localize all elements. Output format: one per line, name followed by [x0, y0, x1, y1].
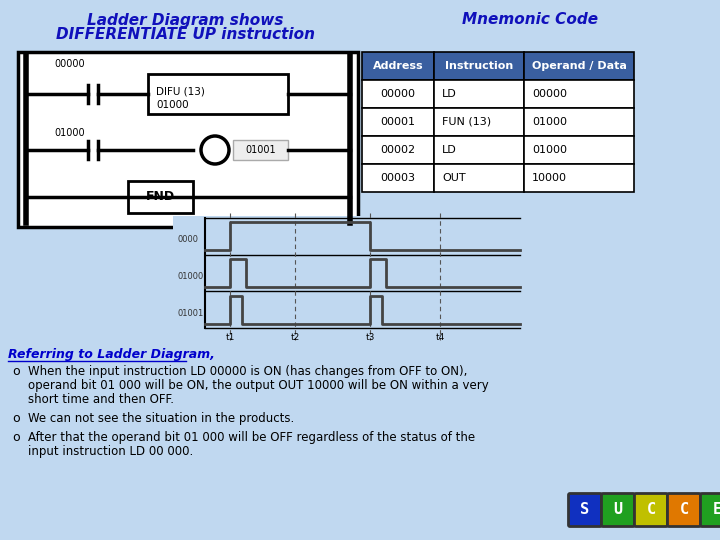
Text: U: U [613, 503, 623, 517]
Text: Ladder Diagram shows: Ladder Diagram shows [86, 13, 283, 28]
Text: 0000: 0000 [177, 235, 198, 245]
Text: 01000: 01000 [156, 100, 189, 110]
FancyBboxPatch shape [434, 80, 524, 108]
FancyBboxPatch shape [434, 136, 524, 164]
FancyBboxPatch shape [524, 108, 634, 136]
Text: 00001: 00001 [380, 117, 415, 127]
Text: 01000: 01000 [177, 272, 203, 281]
FancyBboxPatch shape [362, 108, 434, 136]
Text: input instruction LD 00 000.: input instruction LD 00 000. [28, 445, 193, 458]
Text: DIFU (13): DIFU (13) [156, 86, 205, 96]
Text: 00000: 00000 [532, 89, 567, 99]
Circle shape [201, 136, 229, 164]
Text: t3: t3 [365, 333, 374, 342]
Text: 01000: 01000 [532, 145, 567, 155]
Text: operand bit 01 000 will be ON, the output OUT 10000 will be ON within a very: operand bit 01 000 will be ON, the outpu… [28, 379, 489, 392]
Text: 00000: 00000 [380, 89, 415, 99]
Text: Referring to Ladder Diagram,: Referring to Ladder Diagram, [8, 348, 215, 361]
Text: LD: LD [442, 89, 456, 99]
Text: t4: t4 [436, 333, 445, 342]
Text: 00003: 00003 [380, 173, 415, 183]
Text: S: S [580, 503, 590, 517]
Text: 01000: 01000 [55, 128, 85, 138]
FancyBboxPatch shape [434, 52, 524, 80]
Text: C: C [680, 503, 688, 517]
Text: Mnemonic Code: Mnemonic Code [462, 12, 598, 28]
Text: FND: FND [146, 191, 175, 204]
Text: OUT: OUT [442, 173, 466, 183]
FancyBboxPatch shape [569, 494, 601, 526]
FancyBboxPatch shape [173, 216, 522, 346]
FancyBboxPatch shape [601, 494, 634, 526]
FancyBboxPatch shape [524, 52, 634, 80]
FancyBboxPatch shape [362, 136, 434, 164]
Text: C: C [647, 503, 656, 517]
FancyBboxPatch shape [524, 164, 634, 192]
Text: FUN (13): FUN (13) [442, 117, 491, 127]
FancyBboxPatch shape [701, 494, 720, 526]
FancyBboxPatch shape [634, 494, 667, 526]
FancyBboxPatch shape [362, 164, 434, 192]
Text: E: E [712, 503, 720, 517]
Text: When the input instruction LD 00000 is ON (has changes from OFF to ON),: When the input instruction LD 00000 is O… [28, 365, 467, 378]
Text: 01001: 01001 [246, 145, 276, 155]
Text: Instruction: Instruction [445, 61, 513, 71]
Text: short time and then OFF.: short time and then OFF. [28, 393, 174, 406]
FancyBboxPatch shape [362, 80, 434, 108]
Text: o: o [12, 412, 19, 425]
Text: 01001: 01001 [177, 309, 203, 318]
FancyBboxPatch shape [434, 164, 524, 192]
FancyBboxPatch shape [233, 140, 288, 160]
Text: LD: LD [442, 145, 456, 155]
Text: t1: t1 [225, 333, 235, 342]
FancyBboxPatch shape [128, 181, 193, 213]
FancyBboxPatch shape [18, 52, 358, 227]
Text: Operand / Data: Operand / Data [531, 61, 626, 71]
Text: 00000: 00000 [55, 59, 85, 69]
Text: 00002: 00002 [380, 145, 415, 155]
Text: We can not see the situation in the products.: We can not see the situation in the prod… [28, 412, 294, 425]
Text: DIFFERENTIATE UP instruction: DIFFERENTIATE UP instruction [55, 27, 315, 42]
Text: t2: t2 [290, 333, 300, 342]
Text: o: o [12, 431, 19, 444]
FancyBboxPatch shape [524, 80, 634, 108]
FancyBboxPatch shape [667, 494, 701, 526]
FancyBboxPatch shape [434, 108, 524, 136]
FancyBboxPatch shape [362, 52, 434, 80]
FancyBboxPatch shape [524, 136, 634, 164]
Text: o: o [12, 365, 19, 378]
FancyBboxPatch shape [148, 74, 288, 114]
Text: 10000: 10000 [532, 173, 567, 183]
Text: Address: Address [373, 61, 423, 71]
Text: 01000: 01000 [532, 117, 567, 127]
Text: After that the operand bit 01 000 will be OFF regardless of the status of the: After that the operand bit 01 000 will b… [28, 431, 475, 444]
